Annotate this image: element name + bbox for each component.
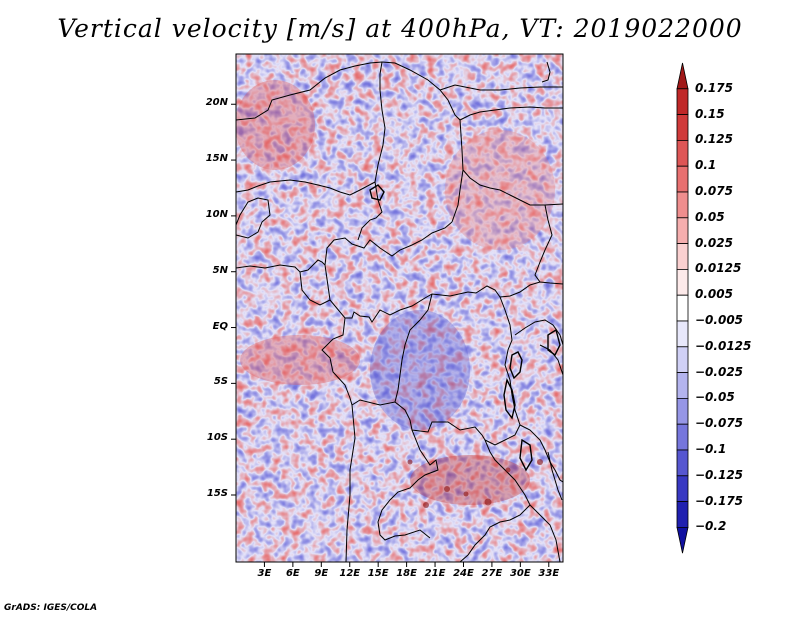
colorbar-label: 0.1	[695, 158, 717, 173]
lon-tick-label: 3E	[257, 568, 272, 579]
colorbar-label: 0.175	[695, 80, 733, 95]
colorbar-swatch	[676, 217, 689, 245]
lake-outlines	[369, 184, 561, 472]
colorbar-swatch	[676, 372, 689, 399]
lat-tick-label: EQ	[212, 320, 228, 332]
colorbar-label: 0.125	[695, 132, 733, 147]
colorbar-swatch	[676, 294, 689, 322]
lon-tick-label: 33E	[538, 568, 560, 579]
colorbar-swatch	[676, 114, 689, 141]
colorbar-swatch	[676, 501, 689, 528]
colorbar-label: −0.05	[695, 390, 735, 405]
colorbar-label: 0.15	[695, 106, 725, 121]
map-title: Vertical velocity [m/s] at 400hPa, VT: 2…	[57, 14, 743, 43]
regional-tint	[236, 80, 555, 505]
colorbar-swatch	[676, 449, 689, 477]
colorbar-label: −0.075	[695, 416, 744, 431]
colorbar-label: 0.0125	[695, 261, 742, 276]
velocity-field	[236, 54, 563, 562]
strong-ascent-spots	[407, 459, 543, 508]
lat-tick-label: 10S	[206, 432, 228, 444]
colorbar-label: 0.075	[695, 184, 733, 198]
colorbar-swatch	[676, 243, 689, 270]
colorbar-label: 0.025	[695, 235, 733, 250]
colorbar-label: −0.005	[695, 313, 744, 327]
lon-tick-label: 21E	[424, 568, 446, 579]
lat-tick-label: 10N	[205, 208, 228, 220]
map-area	[236, 54, 563, 562]
colorbar-label: 0.005	[695, 287, 733, 302]
lon-tick-label: 15E	[367, 568, 389, 579]
colorbar-swatch	[676, 88, 689, 116]
colorbar-swatch	[676, 268, 689, 296]
colorbar-swatch	[676, 346, 689, 373]
colorbar-swatch	[676, 320, 689, 348]
colorbar-label: −0.125	[695, 467, 744, 482]
colorbar-swatch	[676, 191, 689, 219]
colorbar-swatch	[676, 139, 689, 167]
lon-tick-label: 9E	[314, 568, 329, 579]
lon-tick-label: 6E	[285, 568, 300, 579]
lon-tick-label: 24E	[453, 568, 474, 579]
map-frame	[235, 53, 564, 563]
country-borders	[236, 61, 563, 562]
colorbar-label: 0.05	[695, 209, 725, 224]
colorbar-swatch	[676, 165, 689, 193]
colorbar-swatch	[676, 423, 689, 451]
colorbar-label: −0.2	[695, 519, 727, 534]
axis-ticks	[231, 103, 550, 567]
colorbar-label: −0.1	[695, 442, 727, 456]
colorbar-label: −0.175	[695, 493, 744, 508]
lat-tick-label: 15N	[205, 153, 228, 165]
colorbar-swatch	[676, 527, 689, 554]
lat-tick-label: 20N	[205, 97, 228, 109]
colorbar-swatch	[676, 397, 689, 425]
colorbar-swatch	[676, 475, 689, 502]
lon-tick-label: 12E	[339, 568, 361, 579]
colorbar	[676, 62, 689, 554]
footer-credit: GrADS: IGES/COLA	[4, 603, 98, 613]
colorbar-label: −0.0125	[695, 338, 752, 353]
lat-tick-label: 15S	[206, 488, 228, 499]
lon-tick-label: 27E	[481, 568, 503, 579]
lon-tick-label: 30E	[509, 568, 531, 579]
colorbar-swatch	[676, 62, 689, 90]
lat-tick-label: 5N	[212, 264, 228, 276]
lat-tick-label: 5S	[213, 376, 228, 388]
colorbar-label: −0.025	[695, 364, 744, 379]
lon-tick-label: 18E	[396, 568, 417, 579]
